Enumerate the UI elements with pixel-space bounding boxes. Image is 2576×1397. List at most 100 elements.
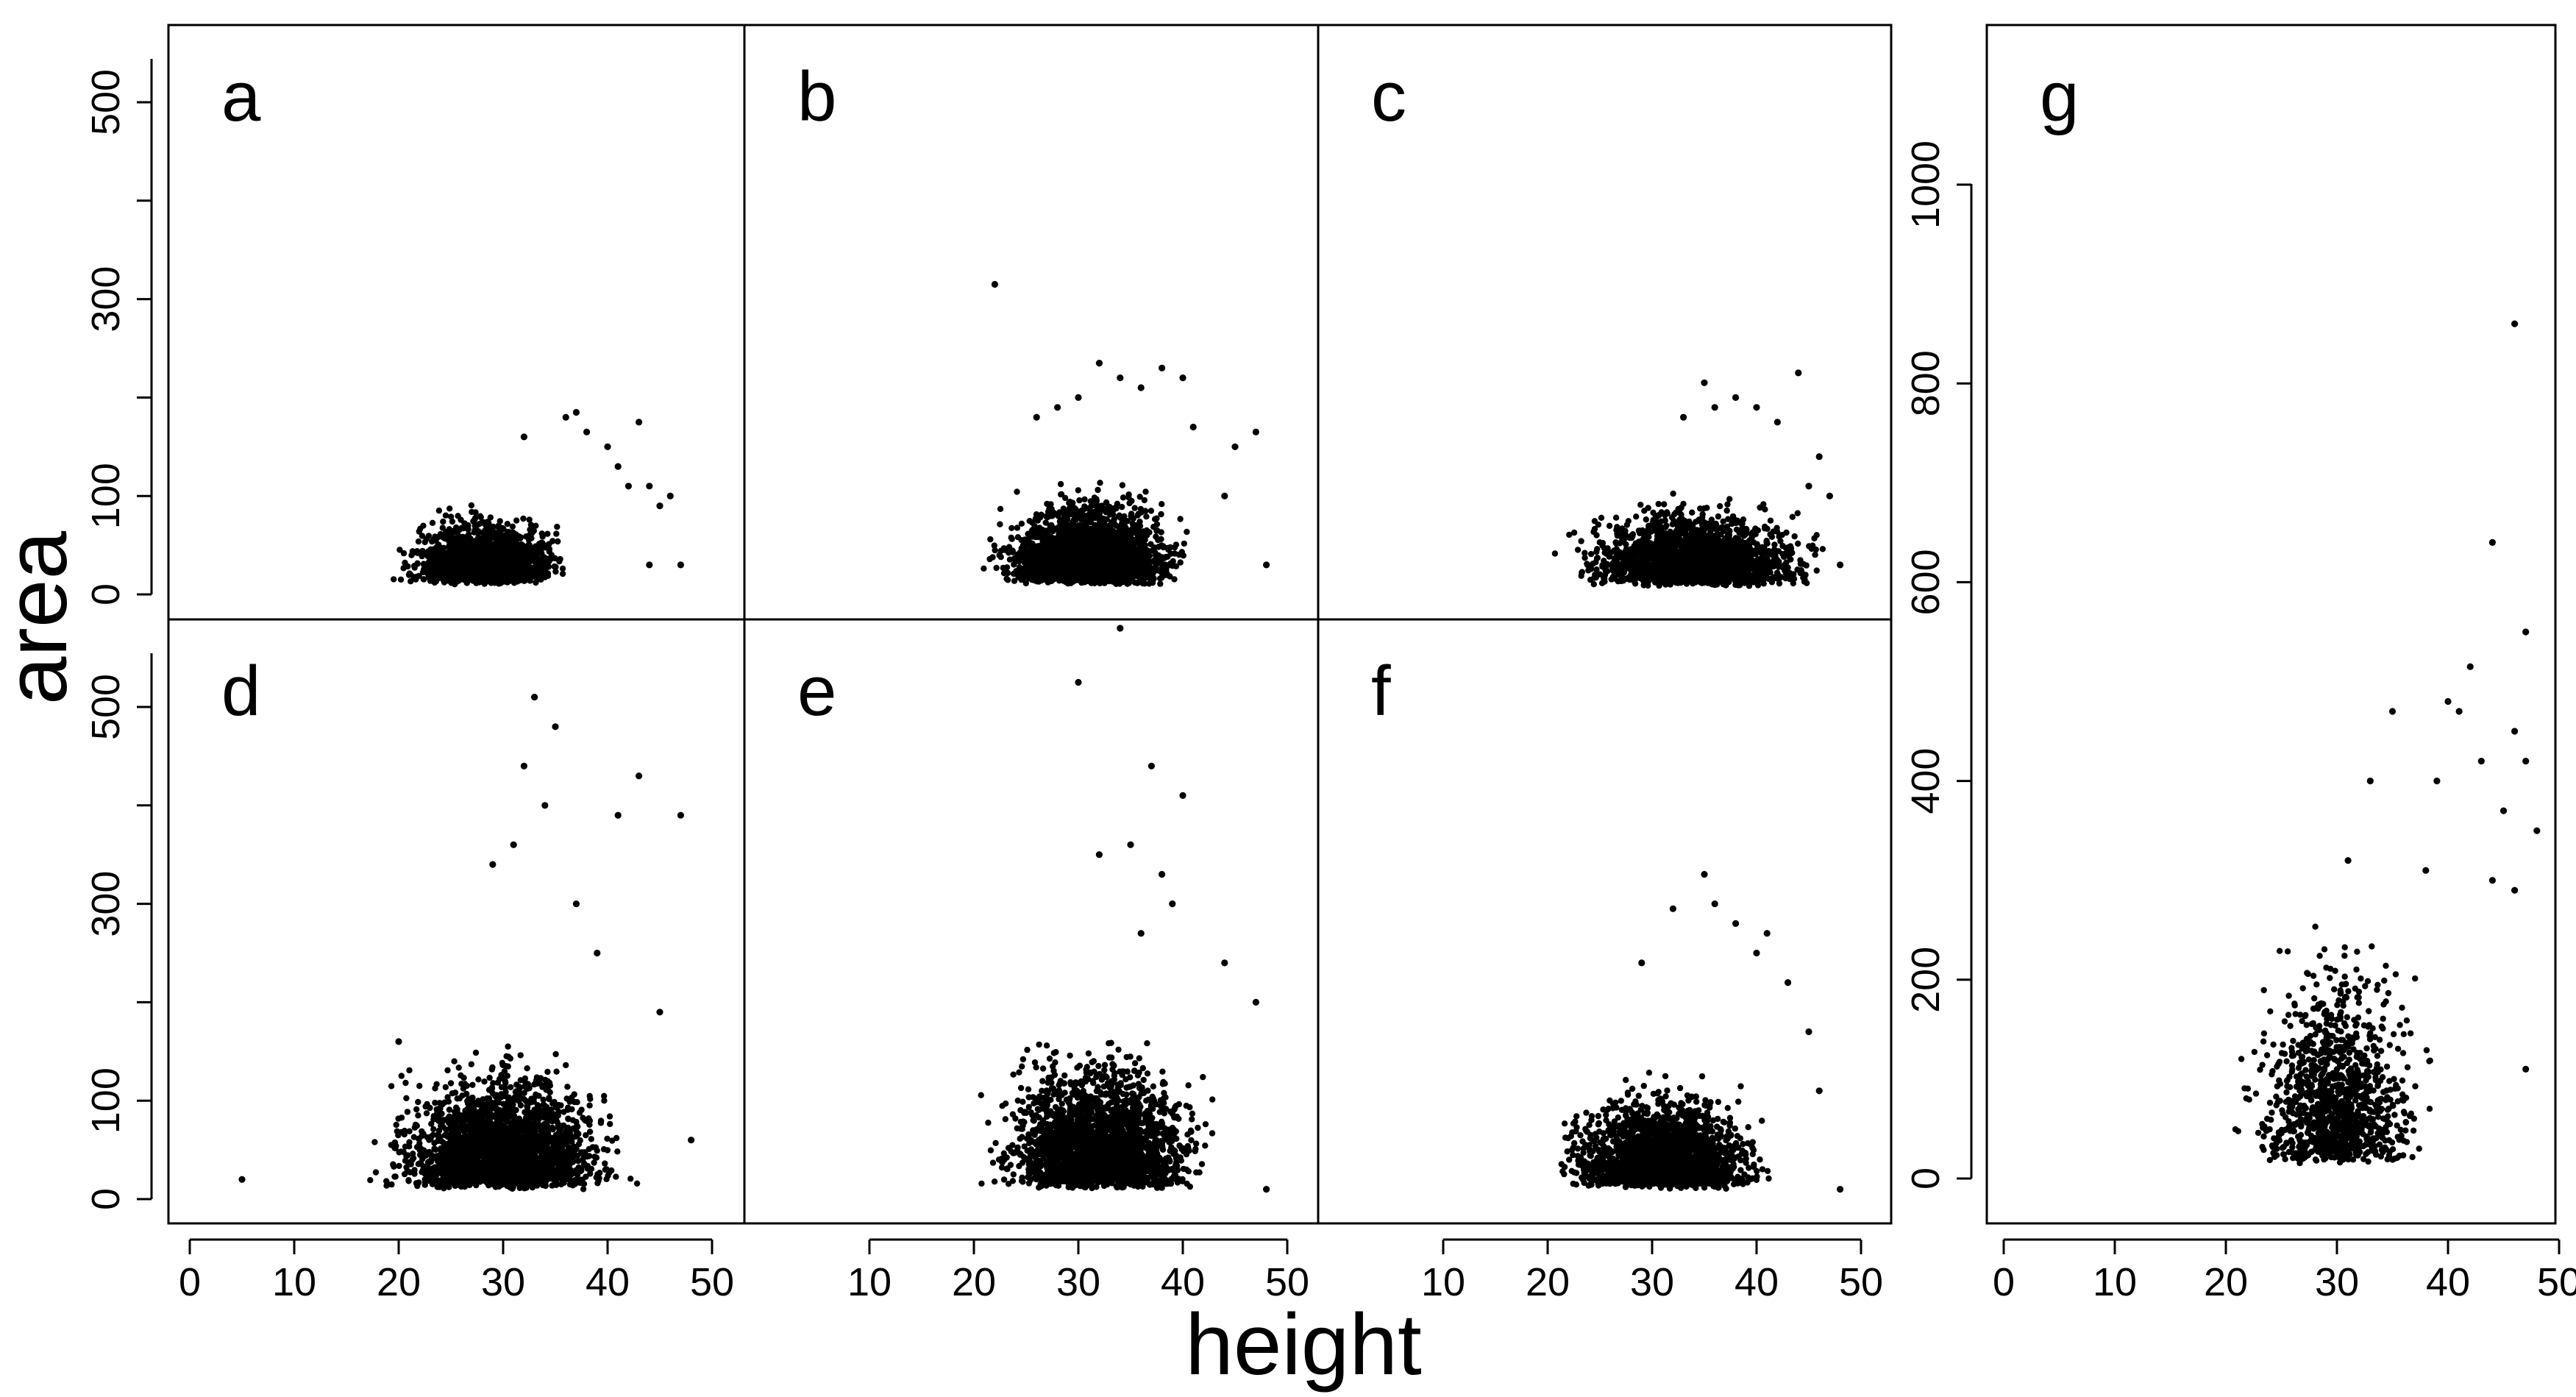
data-point <box>1011 577 1018 584</box>
data-point <box>508 573 514 580</box>
data-point <box>472 516 478 523</box>
data-point <box>406 570 413 577</box>
data-point <box>1130 515 1137 522</box>
data-point <box>465 552 472 558</box>
data-point <box>497 518 503 525</box>
data-point <box>1181 540 1188 547</box>
data-point <box>1039 527 1046 533</box>
data-point <box>987 536 994 543</box>
data-point <box>400 550 408 557</box>
data-point <box>504 521 510 527</box>
data-point <box>435 553 441 560</box>
data-point <box>518 541 524 548</box>
data-point <box>1143 532 1150 538</box>
data-point <box>1067 502 1074 508</box>
data-point <box>1045 565 1051 572</box>
data-point <box>477 550 483 558</box>
data-point <box>501 568 508 575</box>
data-point <box>1132 547 1139 554</box>
data-point <box>1059 531 1066 538</box>
data-point <box>1103 509 1109 516</box>
data-point <box>1018 520 1025 527</box>
outlier-point <box>1054 404 1061 411</box>
data-point <box>1121 556 1128 563</box>
data-point <box>555 538 561 545</box>
data-point <box>1643 516 1649 523</box>
data-point <box>497 561 504 569</box>
data-point <box>442 561 449 569</box>
data-point <box>1119 482 1126 488</box>
data-point <box>1115 513 1122 520</box>
data-point <box>529 548 536 555</box>
data-point <box>1022 580 1030 587</box>
outlier-point <box>572 408 580 416</box>
data-point <box>559 570 566 577</box>
outlier-point <box>677 561 685 569</box>
data-point <box>435 507 443 514</box>
outlier-point <box>646 561 653 569</box>
data-point <box>1141 561 1148 568</box>
outlier-point <box>625 483 633 490</box>
data-point <box>513 565 520 572</box>
data-point <box>466 567 473 574</box>
data-point <box>1055 511 1062 517</box>
data-point <box>1114 500 1121 507</box>
data-point <box>472 527 478 533</box>
data-point <box>527 526 533 533</box>
data-point <box>1108 508 1115 515</box>
outlier-point <box>1179 374 1186 382</box>
data-point <box>981 565 987 572</box>
data-point <box>453 566 460 574</box>
data-point <box>1083 530 1089 537</box>
outlier-point <box>1095 360 1103 367</box>
data-point <box>1157 580 1164 587</box>
data-point <box>1050 558 1057 564</box>
outlier-point <box>520 433 528 441</box>
data-point <box>1598 514 1605 521</box>
data-point <box>429 538 435 545</box>
data-point <box>492 552 499 558</box>
data-point <box>1074 530 1081 536</box>
data-point <box>1079 538 1086 545</box>
data-point <box>1073 577 1081 583</box>
data-point <box>492 564 499 571</box>
data-point <box>1076 497 1083 504</box>
data-point <box>1093 533 1100 539</box>
data-point <box>1087 498 1095 505</box>
data-point <box>440 518 446 525</box>
data-point <box>1591 518 1598 525</box>
data-point <box>497 580 503 586</box>
data-point <box>1645 505 1651 511</box>
data-point <box>1113 561 1120 568</box>
data-point <box>1723 507 1730 514</box>
data-point <box>1111 538 1117 544</box>
data-point <box>1108 530 1115 538</box>
data-point <box>466 541 474 548</box>
data-point <box>1006 544 1013 550</box>
panel-c-label: c <box>1371 57 1406 136</box>
data-point <box>1045 532 1051 538</box>
data-point <box>477 542 485 549</box>
data-point <box>1120 494 1127 501</box>
outlier-point <box>614 463 622 470</box>
data-point <box>471 555 478 562</box>
data-point <box>469 508 475 516</box>
data-point <box>1159 501 1165 508</box>
data-point <box>1570 529 1578 536</box>
data-point <box>1050 525 1058 532</box>
data-point <box>1097 522 1104 529</box>
data-point <box>997 553 1004 561</box>
data-point <box>448 548 455 555</box>
data-point <box>537 558 544 565</box>
data-point <box>487 514 494 521</box>
data-point <box>1143 513 1150 520</box>
panel-b-label: b <box>797 57 836 136</box>
data-point <box>1128 535 1135 541</box>
outlier-point <box>1221 492 1228 500</box>
data-point <box>480 564 486 571</box>
data-point <box>425 533 433 539</box>
outlier-point <box>1117 374 1124 382</box>
data-point <box>1019 572 1026 579</box>
data-point <box>1000 570 1008 577</box>
data-point <box>1156 560 1164 566</box>
